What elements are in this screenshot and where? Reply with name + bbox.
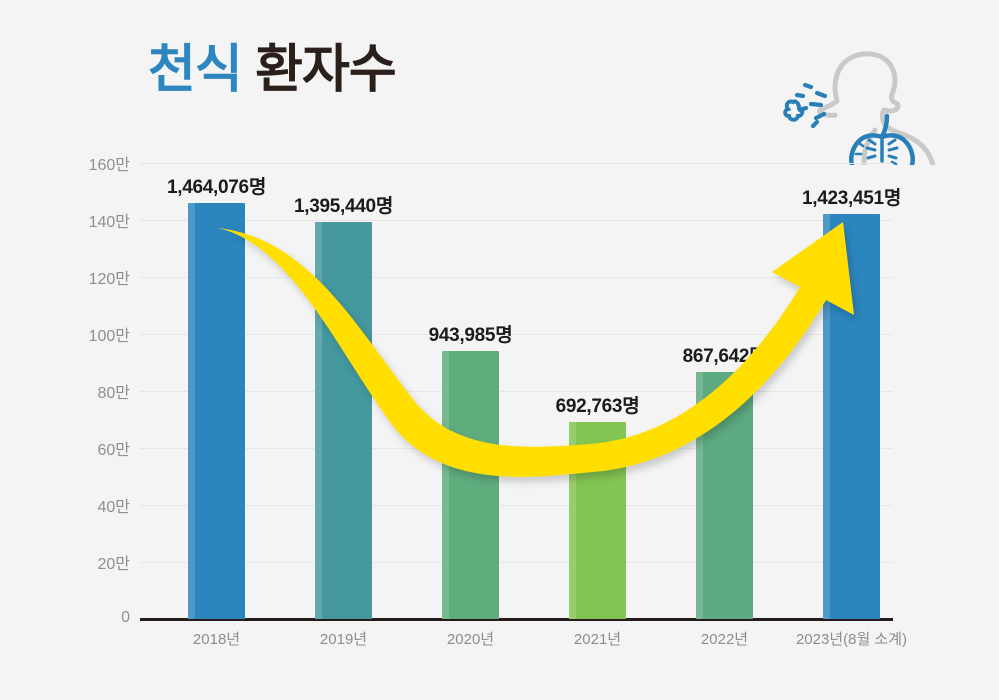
gridline: 20만 bbox=[97, 556, 893, 573]
gridline: 120만 bbox=[89, 271, 893, 288]
y-tick-label: 40만 bbox=[97, 499, 130, 516]
bar-2021[interactable] bbox=[569, 422, 626, 619]
y-tick-label: 100만 bbox=[88, 328, 130, 345]
x-tick-label-2021: 2021년 bbox=[573, 631, 622, 648]
y-tick-label: 140만 bbox=[88, 214, 130, 231]
gridline-zero: 0 bbox=[121, 609, 893, 626]
x-tick-label-2018: 2018년 bbox=[192, 631, 241, 648]
x-axis-line bbox=[140, 618, 893, 621]
y-tick-label: 160만 bbox=[88, 157, 130, 174]
gridline: 140만 bbox=[89, 214, 893, 231]
page-title-accent: 천식 bbox=[148, 41, 243, 99]
bar-value-label: 692,763명 bbox=[555, 395, 640, 417]
bar-2019[interactable] bbox=[315, 222, 372, 619]
page-title: 천식 환자수 bbox=[148, 41, 397, 99]
gridline: 60만 bbox=[97, 442, 893, 459]
y-tick-label: 60만 bbox=[97, 442, 130, 459]
x-tick-label-2020: 2020년 bbox=[446, 631, 495, 648]
bar-2022[interactable] bbox=[696, 372, 753, 619]
y-tick-label: 0 bbox=[121, 609, 130, 626]
y-tick-label: 80만 bbox=[97, 385, 130, 402]
bar-2018[interactable] bbox=[188, 202, 245, 620]
y-tick-label: 20만 bbox=[97, 556, 130, 573]
gridline: 80만 bbox=[97, 385, 893, 402]
y-tick-label: 120만 bbox=[88, 271, 130, 288]
bar-2020[interactable] bbox=[442, 350, 499, 620]
bar-value-label: 1,464,076명 bbox=[166, 176, 267, 198]
bar-value-label: 943,985명 bbox=[428, 324, 513, 346]
gridline: 100만 bbox=[89, 328, 893, 345]
plot-area: 160만 140만 120만 100만 80만 60만 40만 20만 0 bbox=[89, 157, 907, 648]
gridline: 160만 bbox=[89, 157, 893, 174]
x-tick-label-2023: 2023년(8월 소계) bbox=[795, 631, 908, 648]
x-tick-label-2022: 2022년 bbox=[700, 631, 749, 648]
bar-value-label: 1,423,451명 bbox=[801, 188, 902, 210]
page-title-rest: 환자수 bbox=[241, 41, 397, 99]
bar-value-label: 1,395,440명 bbox=[293, 196, 394, 218]
gridline: 40만 bbox=[97, 499, 893, 516]
x-tick-label-2019: 2019년 bbox=[319, 631, 368, 648]
bar-value-label: 867,642명 bbox=[682, 346, 767, 368]
bar-2023[interactable] bbox=[823, 214, 880, 619]
coughing-person-lungs-icon bbox=[775, 30, 975, 168]
